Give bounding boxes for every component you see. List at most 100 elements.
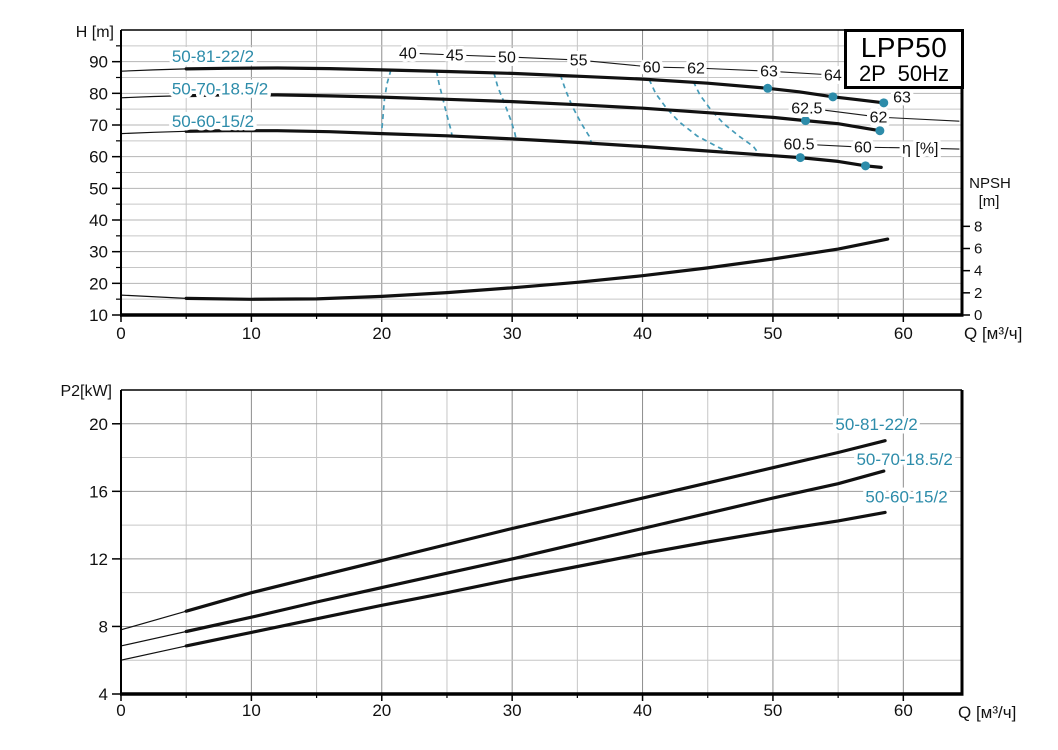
efficiency-dots	[763, 83, 889, 171]
head-curve-50-70-18.5/2	[184, 93, 882, 133]
y-tick-label: 8	[99, 617, 108, 636]
x-tick-label: 20	[372, 701, 391, 720]
head-curve-50-70-18.5/2-thin	[120, 95, 187, 99]
x-tick-label: 10	[242, 701, 261, 720]
x-tick-label: 60	[894, 701, 913, 720]
curve-name-label: 50-70-18.5/2	[172, 80, 268, 99]
efficiency-dot-62	[875, 126, 885, 136]
x-axis-title: Q [м³/ч]	[964, 324, 1022, 343]
leader-line	[806, 107, 960, 122]
head-curve-50-81-22/2	[184, 66, 886, 105]
y-tick-label: 80	[89, 84, 108, 103]
x-tick-label: 30	[503, 701, 522, 720]
x-tick-label: 40	[633, 701, 652, 720]
head-curve-50-60-15/2	[184, 129, 883, 169]
efficiency-value-label: 40	[399, 46, 417, 63]
x-tick-label: 0	[116, 324, 125, 343]
y-axis-title: H [m]	[76, 24, 114, 41]
npsh-curve-group	[120, 237, 890, 301]
curve-name-label: 50-81-22/2	[835, 415, 917, 434]
y-tick-label: 30	[89, 243, 108, 262]
head-axes: 0 10 20 30 40 50 60 10 20 30 40 50 60 70 80 90	[89, 45, 913, 343]
efficiency-value-label: 55	[570, 53, 588, 70]
head-axis-titles: H [m] Q [м³/ч]	[76, 24, 1023, 343]
efficiency-dot-60	[861, 161, 871, 171]
y-tick-label: 16	[89, 482, 108, 501]
npsh-axis-label: NPSH	[969, 175, 1011, 192]
efficiency-dot-60.5	[795, 153, 805, 163]
y-tick-label: 20	[89, 274, 108, 293]
efficiency-label-leaders	[407, 52, 960, 150]
power-frame	[120, 389, 964, 696]
y-tick-label: 70	[89, 116, 108, 135]
efficiency-value-label: 62	[687, 61, 705, 78]
power-curve-50-60-15/2	[184, 510, 887, 648]
y-tick-label: 20	[89, 415, 108, 434]
npsh-curve	[184, 237, 890, 301]
efficiency-contour-60	[648, 79, 731, 154]
efficiency-dot-64	[828, 92, 838, 102]
npsh-axis-unit: [m]	[979, 193, 1000, 210]
npsh-tick-label: 4	[974, 263, 982, 280]
power-axis-titles: P2[kW] Q [м³/ч]	[60, 383, 1016, 722]
efficiency-value-label: 60	[854, 140, 872, 157]
efficiency-value-label: 62.5	[791, 100, 822, 117]
y-tick-label: 90	[89, 53, 108, 72]
efficiency-value-label: η [%]	[902, 141, 938, 158]
npsh-tick-label: 6	[974, 241, 982, 258]
y-tick-label: 12	[89, 550, 108, 569]
power-curve-50-81-22/2-thin	[120, 610, 187, 631]
efficiency-contour-50	[493, 72, 517, 140]
efficiency-value-label: 50	[498, 49, 516, 66]
efficiency-value-label: 63	[760, 64, 778, 81]
npsh-tick-label: 0	[974, 307, 982, 324]
iso-efficiency-contours	[380, 69, 761, 156]
y-axis-title: P2[kW]	[60, 383, 112, 400]
efficiency-value-label: 60.5	[783, 137, 814, 154]
curve-name-label: 50-81-22/2	[172, 47, 254, 66]
power-curve-50-70-18.5/2	[184, 469, 886, 634]
curve-name-label: 50-60-15/2	[172, 112, 254, 131]
efficiency-value-label: 64	[824, 67, 842, 84]
npsh-tick-label: 8	[974, 218, 982, 235]
efficiency-contour-40	[380, 69, 392, 135]
leader-line	[798, 143, 960, 150]
x-tick-label: 30	[503, 324, 522, 343]
x-tick-label: 40	[633, 324, 652, 343]
curve-name-label: 50-60-15/2	[865, 487, 947, 506]
power-curve-50-81-22/2	[184, 439, 887, 613]
efficiency-dot-63	[879, 98, 889, 108]
efficiency-value-label: 62	[870, 110, 888, 127]
model-badge: LPP50 2P 50Hz	[844, 29, 964, 89]
power-axes: 0 10 20 30 40 50 60 4 8 12 16 20	[89, 415, 913, 720]
y-tick-label: 40	[89, 211, 108, 230]
efficiency-value-label: 63	[893, 90, 911, 107]
model-name: LPP50	[860, 31, 948, 63]
head-curve-50-60-15/2-thin	[120, 130, 187, 135]
x-axis-title: Q [м³/ч]	[958, 703, 1016, 722]
x-tick-label: 50	[763, 701, 782, 720]
leader-line	[407, 52, 960, 81]
x-tick-label: 10	[242, 324, 261, 343]
head-chart: 0 10 20 30 40 50 6010203040506070809086420NPSH…	[76, 24, 1023, 343]
npsh-axis: 8 6 4 2 0 NPSH[m]	[962, 175, 1011, 324]
power-curve-50-70-18.5/2-thin	[120, 630, 187, 647]
power-labels: 50-81-22/2 50-70-18.5/2 50-60-15/2	[832, 411, 956, 510]
y-tick-label: 4	[99, 685, 108, 704]
power-chart: 0 10 20 30 40 50 60 4 8 12 16 20 P2[kW] Q [м³/ч] 50-81…	[60, 383, 1016, 722]
x-tick-label: 20	[372, 324, 391, 343]
npsh-tick-label: 2	[974, 285, 982, 302]
efficiency-value-label: 60	[643, 60, 661, 77]
y-tick-label: 50	[89, 179, 108, 198]
efficiency-contour-55	[559, 74, 593, 144]
efficiency-dot-62.5	[801, 116, 811, 126]
power-curve-50-60-15/2-thin	[120, 645, 187, 661]
efficiency-dot-63	[763, 83, 773, 93]
power-grid	[121, 390, 962, 694]
y-tick-label: 60	[89, 148, 108, 167]
efficiency-value-label: 45	[446, 48, 464, 65]
efficiency-contour-62	[692, 81, 761, 156]
head-curves	[120, 66, 886, 169]
